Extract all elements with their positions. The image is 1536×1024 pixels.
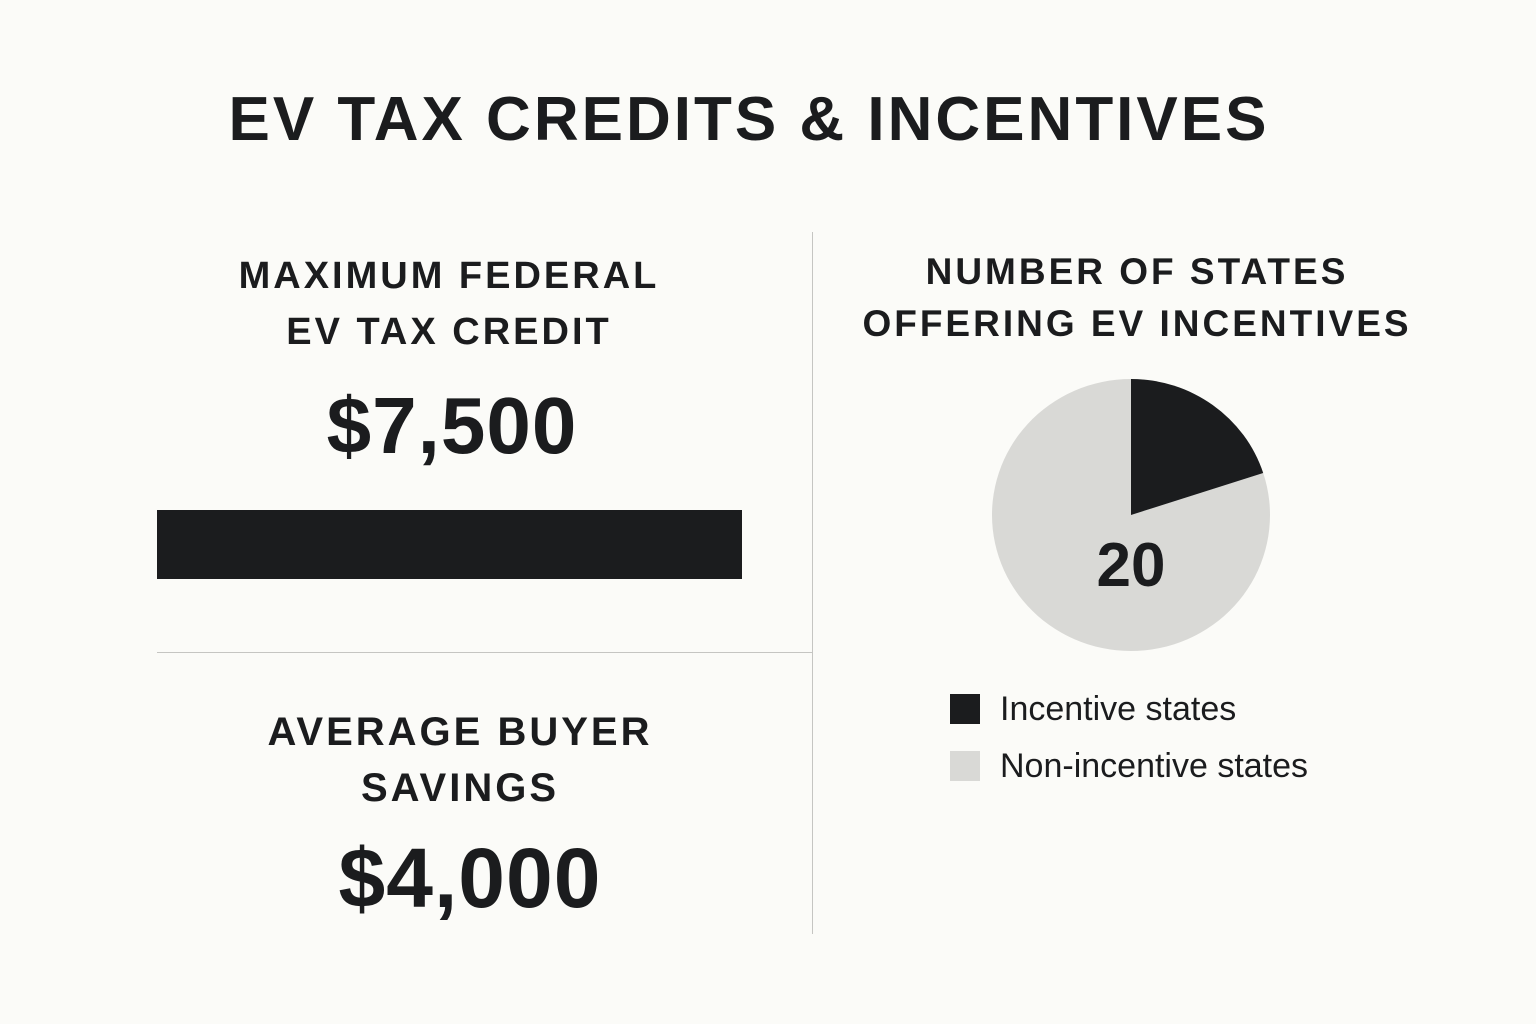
buyer-savings-heading-line2: SAVINGS (360, 766, 560, 810)
federal-credit-bar (157, 510, 742, 579)
buyer-savings-heading: AVERAGE BUYER SAVINGS (160, 704, 760, 816)
federal-credit-heading-line1: MAXIMUM FEDERAL (238, 255, 660, 297)
pie-slice-incentive-states (1131, 379, 1264, 515)
federal-credit-bar-track (157, 510, 742, 579)
states-heading: NUMBER OF STATES OFFERING EV INCENTIVES (837, 246, 1437, 350)
buyer-savings-heading-line1: AVERAGE BUYER (267, 710, 653, 754)
states-heading-line2: OFFERING EV INCENTIVES (862, 303, 1412, 344)
buyer-savings-value: $4,000 (338, 831, 602, 925)
pie-center-label: 20 (1096, 531, 1166, 600)
states-heading-line1: NUMBER OF STATES (925, 251, 1349, 292)
federal-credit-heading: MAXIMUM FEDERAL EV TAX CREDIT (149, 248, 749, 360)
pie-legend: Incentive states Non-incentive states (950, 680, 1308, 794)
legend-item: Incentive states (950, 680, 1308, 737)
legend-label: Incentive states (1000, 689, 1237, 728)
federal-credit-heading-line2: EV TAX CREDIT (286, 311, 612, 353)
vertical-divider (812, 232, 813, 934)
legend-swatch (950, 750, 980, 781)
legend-item: Non-incentive states (950, 737, 1308, 794)
federal-credit-value: $7,500 (326, 381, 578, 470)
horizontal-divider (157, 652, 812, 653)
states-pie-chart (992, 379, 1270, 651)
legend-swatch (950, 693, 980, 724)
legend-label: Non-incentive states (1000, 746, 1309, 785)
page-title: EV TAX CREDITS & INCENTIVES (228, 85, 1270, 154)
